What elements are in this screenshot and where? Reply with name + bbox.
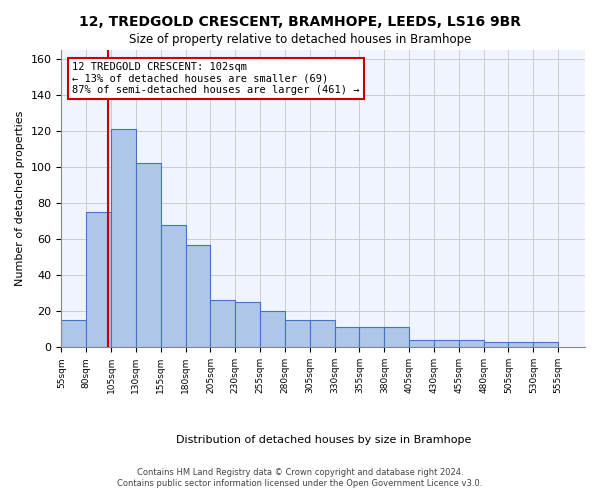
- Text: Contains HM Land Registry data © Crown copyright and database right 2024.
Contai: Contains HM Land Registry data © Crown c…: [118, 468, 482, 487]
- Bar: [86, 212, 111, 347]
- Bar: [211, 300, 235, 347]
- Bar: [434, 340, 459, 347]
- Bar: [335, 328, 359, 347]
- Text: 12, TREDGOLD CRESCENT, BRAMHOPE, LEEDS, LS16 9BR: 12, TREDGOLD CRESCENT, BRAMHOPE, LEEDS, …: [79, 15, 521, 29]
- X-axis label: Distribution of detached houses by size in Bramhope: Distribution of detached houses by size …: [176, 435, 471, 445]
- Text: Size of property relative to detached houses in Bramhope: Size of property relative to detached ho…: [129, 32, 471, 46]
- Bar: [409, 340, 434, 347]
- Bar: [533, 342, 558, 347]
- Bar: [235, 302, 260, 347]
- Bar: [136, 164, 161, 347]
- Bar: [185, 244, 211, 347]
- Text: 12 TREDGOLD CRESCENT: 102sqm
← 13% of detached houses are smaller (69)
87% of se: 12 TREDGOLD CRESCENT: 102sqm ← 13% of de…: [72, 62, 359, 95]
- Bar: [385, 328, 409, 347]
- Bar: [508, 342, 533, 347]
- Y-axis label: Number of detached properties: Number of detached properties: [15, 111, 25, 286]
- Bar: [61, 320, 86, 347]
- Bar: [285, 320, 310, 347]
- Bar: [359, 328, 385, 347]
- Bar: [459, 340, 484, 347]
- Bar: [260, 311, 285, 347]
- Bar: [111, 130, 136, 347]
- Bar: [484, 342, 508, 347]
- Bar: [310, 320, 335, 347]
- Bar: [161, 224, 185, 347]
